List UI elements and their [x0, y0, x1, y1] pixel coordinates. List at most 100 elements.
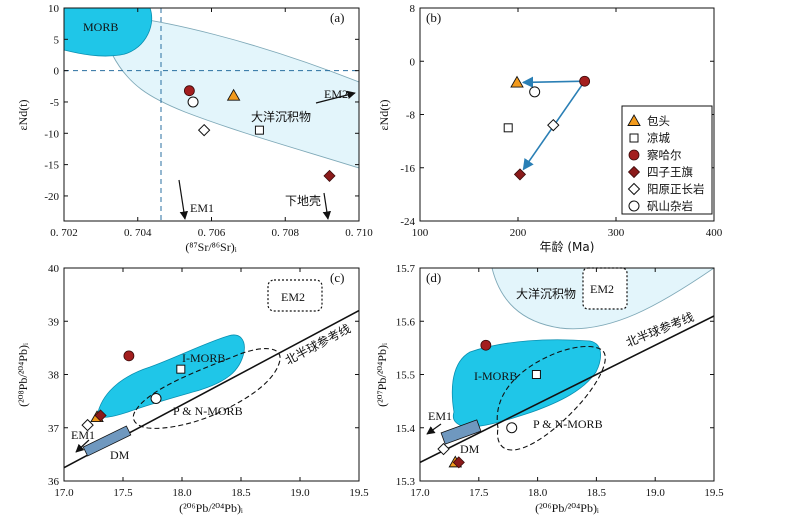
panel-c-label: (c)	[330, 270, 344, 285]
square-marker	[254, 125, 264, 135]
x-tick-label: 19.5	[704, 487, 724, 499]
label-dm-d: DM	[460, 442, 480, 456]
circle-marker	[150, 392, 162, 404]
legend-diamond-marker	[627, 182, 641, 196]
diamond-marker	[437, 442, 450, 456]
panel-a: (a) MORB 大洋沉积物 EM2 EM1 下地壳 0. 702 0. 704 0…	[16, 3, 373, 254]
circle-marker	[506, 422, 518, 434]
legend-label: 阳原正长岩	[647, 182, 705, 196]
y-tick-label: 37	[48, 423, 60, 435]
x-tick-label: 19.0	[290, 487, 310, 499]
panel-a-label: (a)	[330, 10, 344, 25]
em1-arrow-c	[75, 439, 90, 453]
y-tick-label: 0	[410, 56, 416, 68]
y-tick-label: 38	[48, 370, 60, 382]
y-tick-label: -24	[400, 216, 415, 228]
label-i-morb-c: I-MORB	[182, 351, 225, 365]
filled-diamond-marker	[323, 169, 336, 182]
legend-label: 四子王旗	[647, 165, 693, 179]
filled-circle-marker	[480, 339, 492, 351]
diamond-marker	[81, 418, 94, 432]
y-tick-label: -8	[406, 110, 416, 122]
legend-label: 矾山杂岩	[647, 199, 693, 213]
legend-label: 察哈尔	[647, 148, 682, 162]
filled-diamond-marker	[94, 409, 107, 422]
panel-b-points	[503, 75, 591, 181]
panel-c-ticks: 17.0 17.5 18.0 18.5 19.0 19.5 36 37 38 39 40	[48, 263, 369, 499]
x-tick-label: 0. 710	[345, 227, 373, 239]
label-p-n-morb-c: P & N-MORB	[173, 404, 243, 418]
square-marker	[503, 123, 513, 133]
panel-b: (b) 100 200 300 400 8 0 -8 -16 -24 包头凉城察哈尔四子王旗阳原…	[377, 3, 723, 254]
nhrl-line	[420, 315, 714, 464]
x-tick-label: 100	[412, 227, 429, 239]
x-tick-label: 18.0	[172, 487, 192, 499]
y-tick-label: 8	[410, 3, 416, 15]
filled-circle-marker	[579, 75, 591, 87]
lower-crust-arrow	[322, 192, 332, 220]
panel-c: (c) EM2 I-MORB P & N-MORB DM EM1 北半球参考线 …	[16, 263, 369, 515]
y-tick-label: 15.3	[396, 476, 416, 488]
trend-arrow	[521, 76, 585, 88]
panel-c-xlabel: (²⁰⁶Pb/²⁰⁴Pb)ᵢ	[179, 501, 243, 515]
legend-label: 凉城	[647, 131, 670, 145]
i-morb-field	[97, 334, 245, 418]
x-tick-label: 17.5	[469, 487, 489, 499]
filled-diamond-marker	[452, 456, 465, 469]
triangle-marker	[510, 75, 524, 88]
panel-b-ticks: 100 200 300 400 8 0 -8 -16 -24	[400, 3, 722, 239]
circle-marker	[187, 96, 199, 108]
label-lower-crust: 下地壳	[285, 194, 321, 208]
morb-field	[64, 8, 152, 57]
label-em2-d: EM2	[590, 282, 614, 296]
legend-filled-diamond-marker	[627, 165, 641, 179]
x-tick-label: 0. 706	[198, 227, 226, 239]
x-tick-label: 19.5	[349, 487, 369, 499]
x-tick-label: 0. 708	[272, 227, 300, 239]
label-nhrl-c: 北半球参考线	[282, 321, 353, 368]
x-tick-label: 0. 702	[50, 227, 78, 239]
circle-marker	[529, 86, 541, 98]
y-tick-label: 15.5	[396, 370, 416, 382]
panel-d-label: (d)	[426, 270, 441, 285]
panel-d: (d) 大洋沉积物 EM2 I-MORB P & N-MORB DM EM1 北…	[375, 263, 724, 515]
square-marker	[176, 364, 186, 374]
y-tick-label: -5	[50, 97, 60, 109]
legend-circle-marker	[628, 200, 640, 212]
label-oceanic-sediment-d: 大洋沉积物	[516, 286, 576, 301]
triangle-marker	[226, 88, 241, 101]
label-em2-c: EM2	[281, 290, 305, 304]
legend-label: 包头	[647, 114, 670, 128]
label-em1-d: EM1	[428, 409, 452, 423]
dm-bar	[82, 425, 132, 457]
y-tick-label: -16	[400, 163, 415, 175]
panel-a-points	[183, 85, 336, 182]
y-tick-label: 39	[48, 316, 60, 328]
x-tick-label: 300	[608, 227, 625, 239]
filled-circle-marker	[123, 350, 135, 362]
y-tick-label: 15.6	[396, 316, 416, 328]
legend-triangle-marker	[627, 114, 641, 126]
y-tick-label: 10	[48, 3, 60, 15]
diamond-marker	[547, 118, 560, 132]
p-n-morb-field-d	[496, 345, 606, 451]
panel-b-ylabel: εNd(t)	[377, 99, 391, 130]
label-p-n-morb-d: P & N-MORB	[533, 417, 603, 431]
x-tick-label: 19.0	[646, 487, 666, 499]
legend-square-marker	[629, 133, 639, 143]
y-tick-label: 40	[48, 263, 60, 275]
panel-a-ylabel: εNd(t)	[16, 99, 30, 130]
label-oceanic-sediment: 大洋沉积物	[251, 109, 311, 124]
panel-a-ticks: 0. 702 0. 704 0. 706 0. 708 0. 710 10 5 0 -5 -10 -…	[44, 3, 373, 239]
em1-arrow-d	[426, 423, 442, 435]
em1-arrow	[178, 179, 189, 220]
panel-b-label: (b)	[426, 10, 441, 25]
panel-d-reference-line	[420, 315, 714, 464]
y-tick-label: 15.7	[396, 263, 416, 275]
x-tick-label: 17.0	[410, 487, 430, 499]
label-morb: MORB	[83, 20, 118, 34]
panel-a-xlabel: (⁸⁷Sr/⁸⁶Sr)ᵢ	[185, 240, 236, 254]
label-dm-c: DM	[110, 448, 130, 462]
p-n-morb-field	[132, 348, 281, 429]
